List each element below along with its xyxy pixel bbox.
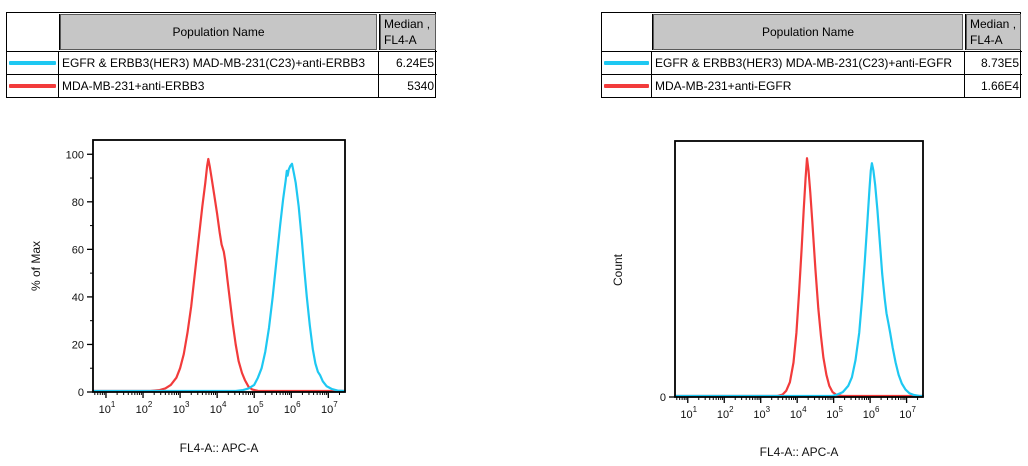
x-tick-label: 103 — [173, 400, 190, 416]
median-value-cell: 1.66E4 — [964, 75, 1022, 97]
y-axis-label-right: Count — [611, 253, 625, 287]
median-value: 5340 — [407, 79, 434, 93]
median-value: 6.24E5 — [395, 56, 434, 70]
swatch-cell — [602, 52, 651, 74]
x-tick-label: 106 — [284, 400, 301, 416]
histogram-curve-0 — [673, 157, 925, 398]
legend-swatch-header-cell — [7, 13, 58, 51]
x-tick-label: 101 — [99, 400, 116, 416]
plot-frame — [92, 139, 346, 393]
median-header-line2: FL4-A — [970, 33, 1003, 47]
y-axis-label-left: % of Max — [29, 240, 43, 292]
x-tick-label: 107 — [321, 400, 338, 416]
population-name: EGFR & ERBB3(HER3) MDA-MB-231(C23)+anti-… — [655, 56, 953, 70]
median-header: Median , FL4-A — [379, 14, 436, 50]
population-name-cell: EGFR & ERBB3(HER3) MDA-MB-231(C23)+anti-… — [651, 52, 964, 74]
x-tick-label: 102 — [136, 400, 153, 416]
x-tick-label: 105 — [826, 405, 843, 421]
x-tick-label: 104 — [210, 400, 227, 416]
population-color-swatch — [604, 84, 649, 88]
x-axis-label-right: FL4-A:: APC-A — [759, 445, 839, 459]
x-tick-label: 102 — [717, 405, 734, 421]
population-name-cell: MDA-MB-231+anti-EGFR — [651, 75, 964, 97]
x-tick-label: 103 — [753, 405, 770, 421]
legend-table-right[interactable]: Population Name Median , FL4-A EGFR & ER… — [601, 12, 1022, 98]
table-row: EGFR & ERBB3(HER3) MAD-MB-231(C23)+anti-… — [7, 51, 437, 74]
population-name-cell: EGFR & ERBB3(HER3) MAD-MB-231(C23)+anti-… — [58, 52, 378, 74]
population-name-header-label: Population Name — [172, 25, 265, 39]
median-value: 1.66E4 — [980, 79, 1019, 93]
table-row: MDA-MB-231+anti-EGFR 1.66E4 — [602, 74, 1022, 97]
population-name-cell: MDA-MB-231+anti-ERBB3 — [58, 75, 378, 97]
population-color-swatch — [604, 61, 649, 65]
x-tick-label: 104 — [790, 405, 807, 421]
table-row: EGFR & ERBB3(HER3) MDA-MB-231(C23)+anti-… — [602, 51, 1022, 74]
y-tick-label: 0 — [78, 387, 84, 399]
y-tick-label: 20 — [72, 339, 84, 351]
y-tick-label: 40 — [72, 292, 84, 304]
histogram-plot-left[interactable]: 101 102 103 104 105 106 107 0 20 40 60 80 100 — [20, 128, 365, 428]
population-name: EGFR & ERBB3(HER3) MAD-MB-231(C23)+anti-… — [62, 56, 366, 70]
swatch-cell — [7, 75, 58, 97]
population-color-swatch — [9, 61, 56, 65]
x-tick-label: 105 — [247, 400, 264, 416]
median-header: Median , FL4-A — [965, 14, 1021, 50]
y-tick-label: 60 — [72, 244, 84, 256]
legend-table-left[interactable]: Population Name Median , FL4-A EGFR & ER… — [6, 12, 437, 98]
population-name: MDA-MB-231+anti-EGFR — [655, 79, 792, 93]
y-tick-label: 100 — [66, 149, 84, 161]
median-value-cell: 6.24E5 — [378, 52, 437, 74]
x-tick-label: 101 — [680, 405, 697, 421]
median-value: 8.73E5 — [980, 56, 1019, 70]
population-color-swatch — [9, 84, 56, 88]
median-value-cell: 5340 — [378, 75, 437, 97]
histogram-curve-0 — [91, 157, 347, 393]
y-tick-label: 0 — [660, 392, 666, 404]
swatch-cell — [7, 52, 58, 74]
legend-swatch-header-cell — [602, 13, 651, 51]
y-tick-label: 80 — [72, 197, 84, 209]
population-name-header: Population Name — [59, 14, 377, 50]
median-value-cell: 8.73E5 — [964, 52, 1022, 74]
x-axis-label-left: FL4-A:: APC-A — [179, 441, 259, 455]
plot-frame — [674, 140, 924, 398]
histogram-curve-1 — [91, 162, 347, 393]
population-name-header-label: Population Name — [761, 25, 855, 39]
median-header-line1: Median , — [384, 16, 431, 31]
histogram-plot-right[interactable]: 101 102 103 104 105 106 107 0 — [598, 128, 943, 433]
histogram-curve-1 — [673, 162, 925, 398]
median-header-line1: Median , — [970, 16, 1017, 31]
x-tick-label: 107 — [899, 405, 916, 421]
swatch-cell — [602, 75, 651, 97]
population-name: MDA-MB-231+anti-ERBB3 — [62, 79, 205, 93]
table-row: MDA-MB-231+anti-ERBB3 5340 — [7, 74, 437, 97]
median-header-line2: FL4-A — [384, 33, 417, 47]
x-tick-label: 106 — [863, 405, 880, 421]
population-name-header: Population Name — [652, 14, 963, 50]
